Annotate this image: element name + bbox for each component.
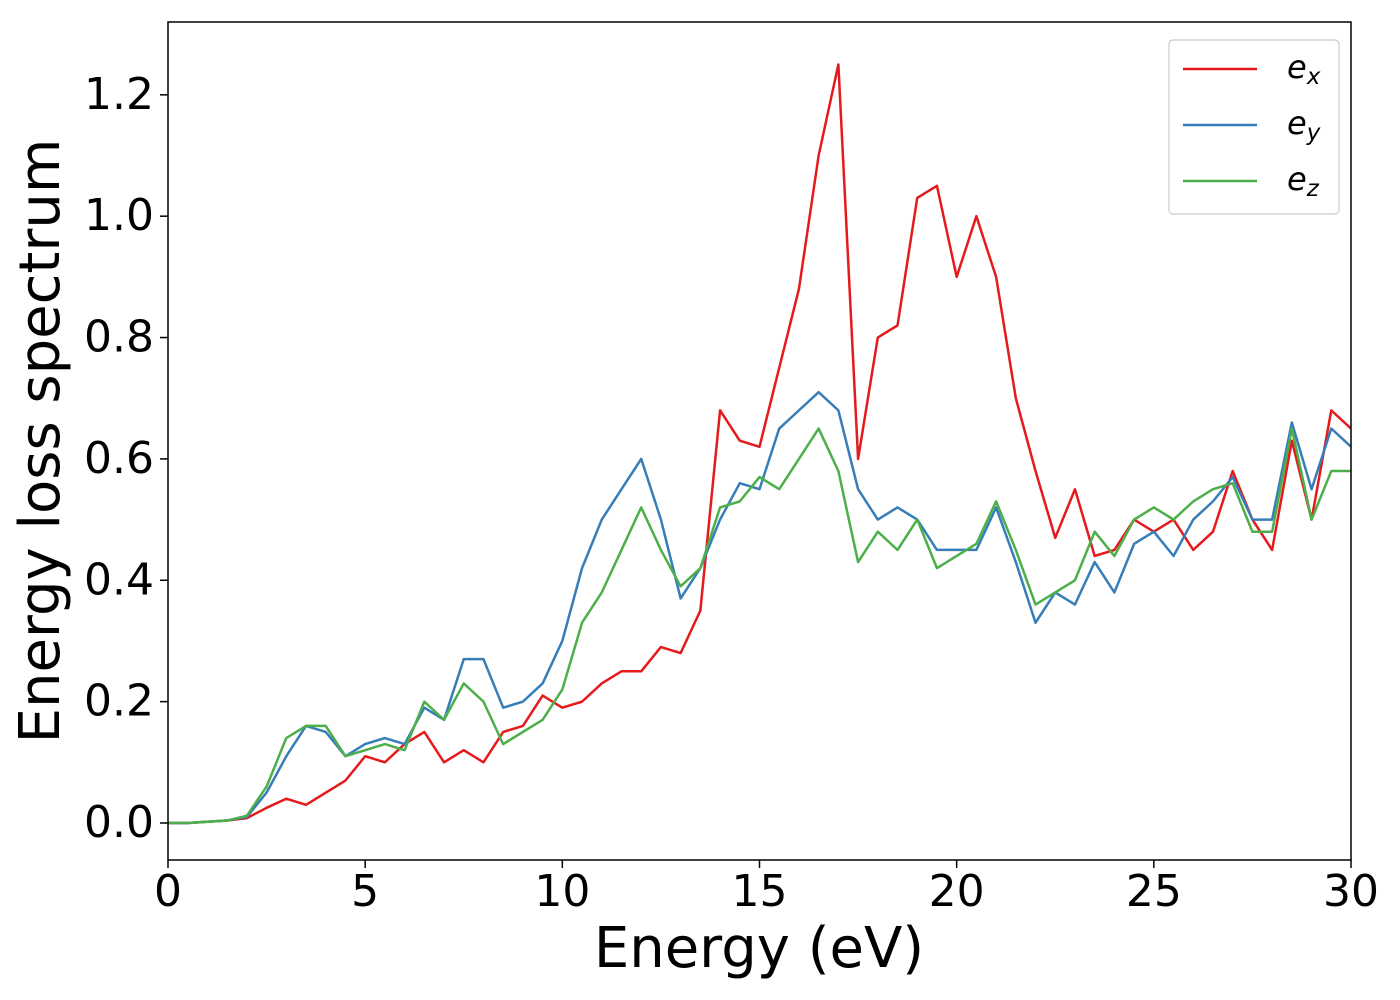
y-tick-label: 1.2 xyxy=(84,69,154,120)
legend-label: ey xyxy=(1287,104,1321,146)
x-tick-label: 25 xyxy=(1126,866,1182,917)
series-line xyxy=(168,427,1351,825)
y-tick-label: 1.0 xyxy=(84,190,154,241)
plot-frame xyxy=(167,21,1352,861)
y-tick-label: 0.2 xyxy=(84,676,154,727)
y-axis-label: Energy loss spectrum xyxy=(8,139,73,744)
series-line xyxy=(168,390,1351,825)
x-tick-label: 5 xyxy=(351,866,379,917)
x-tick-label: 20 xyxy=(929,866,985,917)
y-tick-label: 0.0 xyxy=(84,797,154,848)
x-tick-label: 15 xyxy=(732,866,788,917)
x-tick-label: 10 xyxy=(534,866,590,917)
legend-label: ex xyxy=(1287,48,1321,90)
legend-label: ez xyxy=(1287,160,1320,202)
legend-box xyxy=(1168,39,1340,215)
y-tick-label: 0.8 xyxy=(84,312,154,363)
x-axis-label: Energy (eV) xyxy=(594,916,924,981)
y-tick-label: 0.6 xyxy=(84,433,154,484)
x-tick-label: 0 xyxy=(154,866,182,917)
y-tick-label: 0.4 xyxy=(84,554,154,605)
x-tick-label: 30 xyxy=(1323,866,1379,917)
